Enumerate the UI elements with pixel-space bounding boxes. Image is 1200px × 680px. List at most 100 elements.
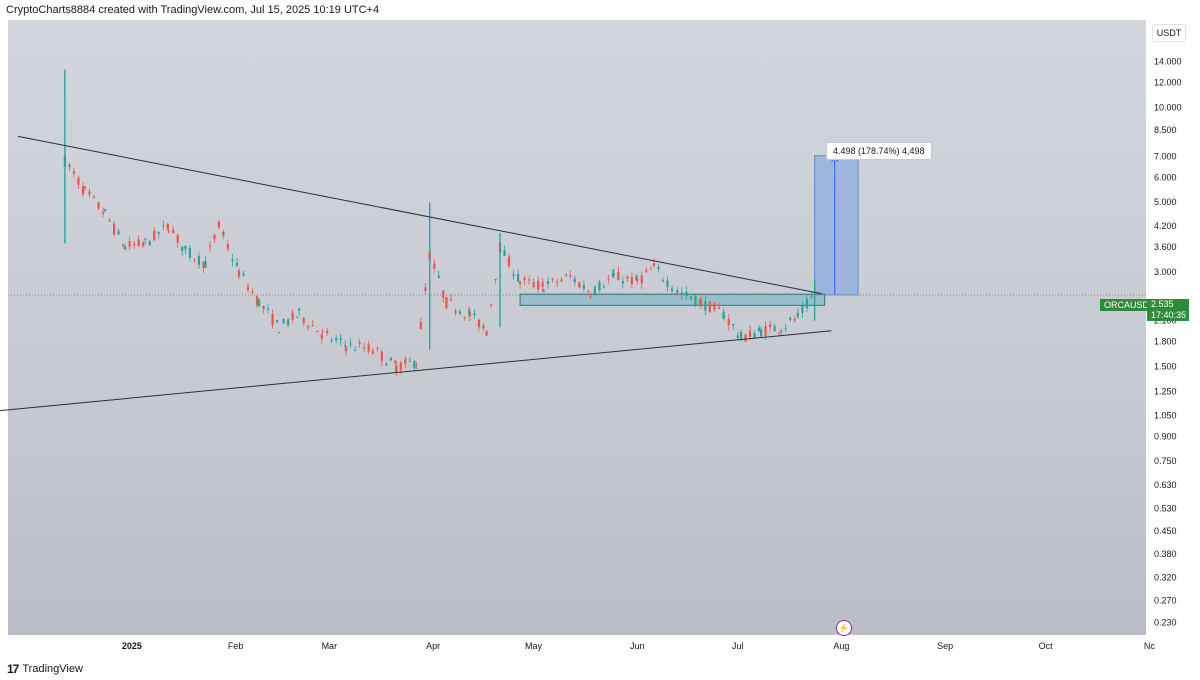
candle-body [602, 286, 606, 288]
candle-body [757, 327, 761, 331]
candle-body [458, 311, 462, 314]
candle-body [394, 360, 397, 364]
candle-body [184, 245, 187, 250]
candle-body [181, 246, 184, 251]
candle-body [395, 365, 398, 373]
candle-body [507, 256, 511, 267]
price-tick-label: 5.000 [1154, 197, 1177, 207]
candle-body [367, 344, 370, 352]
candle-body [385, 364, 388, 366]
target-range-box [814, 155, 859, 296]
candle-body [739, 332, 743, 339]
candle-body [222, 231, 225, 236]
candle-body [685, 291, 688, 297]
candle-body [736, 335, 739, 338]
candle-body [235, 262, 239, 266]
candle-body [276, 320, 279, 323]
candle-body [172, 229, 175, 233]
candle-body [676, 289, 679, 293]
price-tick-label: 0.380 [1154, 549, 1177, 559]
price-tick-label: 0.750 [1154, 456, 1177, 466]
candle-body [532, 281, 535, 287]
candle-body [226, 243, 230, 249]
candle-body [88, 191, 91, 195]
candle-body [166, 223, 169, 230]
candle-body [482, 325, 485, 329]
candle-body [670, 288, 674, 292]
candle-body [188, 248, 192, 258]
candle-body [666, 280, 669, 288]
candle-body [744, 334, 747, 342]
candle-body [363, 347, 366, 349]
candle-body [255, 296, 259, 306]
candle-body [708, 301, 711, 313]
candle-body [399, 362, 402, 371]
candle-body [727, 319, 730, 325]
candle-body [454, 310, 457, 313]
candle-body [796, 312, 800, 317]
price-tick-label: 0.630 [1154, 480, 1177, 490]
candle-body [287, 319, 290, 326]
candle-body [694, 295, 697, 306]
lightning-bolt-icon[interactable]: ⚡ [836, 620, 852, 636]
candle-body [133, 243, 136, 246]
candle-body [376, 347, 379, 349]
candle-body [326, 330, 329, 333]
candle-body [113, 223, 116, 235]
candle-body [494, 278, 497, 280]
candle-body [349, 343, 352, 345]
candle-body [759, 329, 763, 337]
time-tick-label: Feb [228, 641, 244, 651]
candle-body [442, 290, 445, 298]
candle-body [278, 332, 281, 334]
candle-body [101, 212, 105, 214]
candle-body [72, 171, 76, 174]
candle-body [344, 345, 347, 347]
price-axis[interactable] [1146, 20, 1200, 655]
candle-body [419, 322, 422, 330]
candle-body [649, 268, 652, 270]
candle-body [621, 280, 624, 284]
price-tick-label: 0.450 [1154, 526, 1177, 536]
candle-body [523, 277, 526, 281]
candle-body [537, 280, 540, 290]
candle-body [208, 246, 212, 248]
candle-body [675, 292, 678, 294]
candle-body [769, 324, 772, 328]
price-tick-label: 3.000 [1154, 267, 1177, 277]
candle-body [153, 230, 156, 241]
candle-body [723, 315, 726, 317]
last-price-tag: 2.535 17:40:35 [1147, 299, 1189, 321]
time-axis[interactable] [8, 635, 1146, 655]
candle-body [148, 241, 151, 246]
candle-body [485, 330, 488, 336]
time-tick-label: Jul [732, 641, 744, 651]
price-tick-label: 8.500 [1154, 125, 1177, 135]
candle-body [546, 280, 550, 284]
candle-body [162, 225, 165, 227]
candle-body [271, 313, 274, 326]
price-tick-label: 14.000 [1154, 57, 1182, 67]
price-tick-label: 12.000 [1154, 78, 1182, 88]
currency-selector[interactable]: USDT [1152, 24, 1186, 42]
candle-body [764, 325, 767, 337]
chart-area[interactable] [8, 20, 1146, 655]
candle-body [202, 261, 205, 268]
candle-body [144, 238, 147, 240]
candle-body [291, 312, 294, 320]
candle-body [344, 347, 348, 351]
measure-label: 4.498 (178.74%) 4,498 [826, 142, 932, 160]
descending-trendline [17, 135, 822, 295]
candle-body [404, 359, 407, 365]
candle-body [437, 275, 440, 278]
candle-body [713, 303, 716, 310]
candle-body [68, 164, 71, 167]
candle-body [335, 338, 338, 341]
tradingview-logo[interactable]: 17 TradingView [7, 662, 83, 676]
candle-body [801, 305, 804, 313]
candle-body [630, 276, 633, 285]
candle-body [77, 177, 80, 185]
price-tick-label: 6.000 [1154, 172, 1177, 182]
candle-body [612, 273, 615, 276]
